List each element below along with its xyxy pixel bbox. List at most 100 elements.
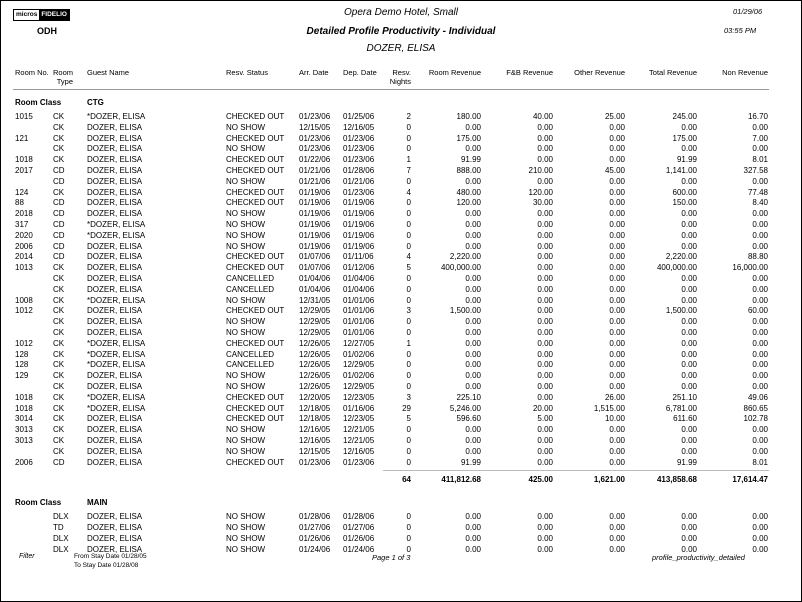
table-row: 1018 CK *DOZER, ELISA CHECKED OUT 12/20/05 12… (1, 393, 801, 404)
non-revenue: 0.00 (752, 328, 768, 337)
non-revenue: 0.00 (752, 371, 768, 381)
non-revenue: 860.65 (743, 403, 768, 413)
guest-name: DOZER, ELISA (87, 198, 143, 208)
arr-date: 01/27/06 (299, 523, 331, 533)
arr-date: 12/16/05 (299, 436, 331, 445)
total-revenue: 0.00 (681, 382, 697, 391)
fb-revenue: 0.00 (537, 457, 553, 467)
room-revenue: 0.00 (465, 176, 481, 186)
non-revenue: 327.58 (743, 166, 768, 175)
resv-status: CHECKED OUT (226, 392, 285, 402)
room-no: 88 (15, 198, 24, 208)
other-revenue: 0.00 (609, 122, 625, 132)
room-revenue: 596.60 (456, 414, 481, 424)
page-number: Page 1 of 3 (372, 553, 411, 562)
room-revenue: 1,500.00 (449, 306, 481, 316)
arr-date: 12/26/05 (299, 349, 331, 359)
table-row: 2017 CD DOZER, ELISA CHECKED OUT 01/21/06 01/… (1, 166, 801, 177)
room-type: CK (53, 284, 65, 294)
room-type: CK (53, 360, 65, 370)
column-header-guest-name: Guest Name (87, 68, 130, 77)
other-revenue: 0.00 (609, 534, 625, 543)
fb-revenue: 0.00 (537, 263, 553, 273)
room-revenue: 5,246.00 (449, 403, 481, 413)
room-revenue: 91.99 (460, 457, 481, 467)
guest-name: DOZER, ELISA (87, 176, 143, 186)
resv-status: CANCELLED (226, 349, 275, 359)
total-revenue: 1,141.00 (665, 166, 697, 175)
guest-name: DOZER, ELISA (87, 306, 143, 316)
room-type: CK (53, 122, 65, 132)
room-revenue: 0.00 (465, 328, 481, 337)
non-revenue: 0.00 (752, 176, 768, 186)
logo-micros: micros (16, 11, 38, 18)
room-type: CK (53, 133, 65, 143)
room-no: 2014 (15, 252, 33, 262)
arr-date: 12/29/05 (299, 306, 331, 316)
resv-nights: 3 (406, 392, 411, 402)
non-revenue: 8.01 (752, 155, 768, 165)
total-revenue: 0.00 (681, 144, 697, 154)
non-revenue: 0.00 (752, 317, 768, 327)
room-type: CD (53, 166, 65, 175)
room-type: CD (53, 176, 65, 186)
table-row: 88 CD DOZER, ELISA CHECKED OUT 01/19/06 01/19… (1, 198, 801, 209)
room-no: 2020 (15, 230, 33, 240)
room-no: 3014 (15, 414, 33, 424)
table-row: 3013 CK DOZER, ELISA NO SHOW 12/16/05 12/21/0… (1, 436, 801, 447)
other-revenue: 0.00 (609, 230, 625, 240)
resv-nights: 3 (406, 306, 411, 316)
resv-status: CHECKED OUT (226, 155, 285, 165)
guest-name: DOZER, ELISA (87, 457, 143, 467)
other-revenue: 0.00 (609, 295, 625, 305)
non-revenue: 0.00 (752, 534, 768, 543)
guest-name: DOZER, ELISA (87, 544, 143, 554)
guest-name: DOZER, ELISA (87, 209, 143, 219)
guest-name: *DOZER, ELISA (87, 403, 146, 413)
arr-date: 12/26/05 (299, 371, 331, 381)
room-type: DLX (53, 512, 69, 522)
dep-date: 01/23/06 (343, 187, 375, 197)
resv-nights: 0 (406, 436, 411, 445)
fb-revenue: 20.00 (532, 403, 553, 413)
room-revenue: 0.00 (465, 349, 481, 359)
fb-revenue: 0.00 (537, 306, 553, 316)
fb-revenue: 0.00 (537, 360, 553, 370)
room-type: CD (53, 252, 65, 262)
other-revenue: 1,515.00 (593, 403, 625, 413)
resv-nights: 0 (406, 382, 411, 391)
table-row: 124 CK DOZER, ELISA CHECKED OUT 01/19/06 01/2… (1, 188, 801, 199)
room-type: CK (53, 317, 65, 327)
room-revenue: 480.00 (456, 187, 481, 197)
table-row: 3014 CK DOZER, ELISA CHECKED OUT 12/18/05 12/… (1, 414, 801, 425)
fb-revenue: 0.00 (537, 284, 553, 294)
non-revenue: 0.00 (752, 349, 768, 359)
fb-revenue: 0.00 (537, 446, 553, 456)
fb-revenue: 210.00 (528, 166, 553, 175)
resv-status: CHECKED OUT (226, 252, 285, 262)
room-revenue: 0.00 (465, 295, 481, 305)
room-type: CK (53, 425, 65, 435)
table-row: 1012 CK DOZER, ELISA CHECKED OUT 12/29/05 01/… (1, 306, 801, 317)
room-type: CK (53, 155, 65, 165)
table-row: 1015 CK *DOZER, ELISA CHECKED OUT 01/23/06 01… (1, 112, 801, 123)
resv-nights: 0 (406, 512, 411, 522)
total-revenue: 0.00 (681, 523, 697, 533)
arr-date: 01/23/06 (299, 133, 331, 143)
room-no: 1018 (15, 403, 33, 413)
other-revenue: 0.00 (609, 133, 625, 143)
resv-nights: 5 (406, 414, 411, 424)
fb-revenue: 0.00 (537, 252, 553, 262)
other-revenue: 0.00 (609, 274, 625, 283)
table-row: 128 CK *DOZER, ELISA CANCELLED 12/26/05 12/29… (1, 360, 801, 371)
resv-status: NO SHOW (226, 241, 266, 251)
room-type: DLX (53, 544, 69, 554)
total-revenue: 91.99 (676, 457, 697, 467)
total-revenue: 0.00 (681, 371, 697, 381)
room-revenue: 0.00 (465, 220, 481, 229)
resv-nights-total: 64 (402, 475, 411, 485)
room-revenue: 0.00 (465, 360, 481, 370)
room-no: 129 (15, 371, 29, 381)
table-row: 1013 CK DOZER, ELISA CHECKED OUT 01/07/06 01/… (1, 263, 801, 274)
room-type: CD (53, 457, 65, 467)
